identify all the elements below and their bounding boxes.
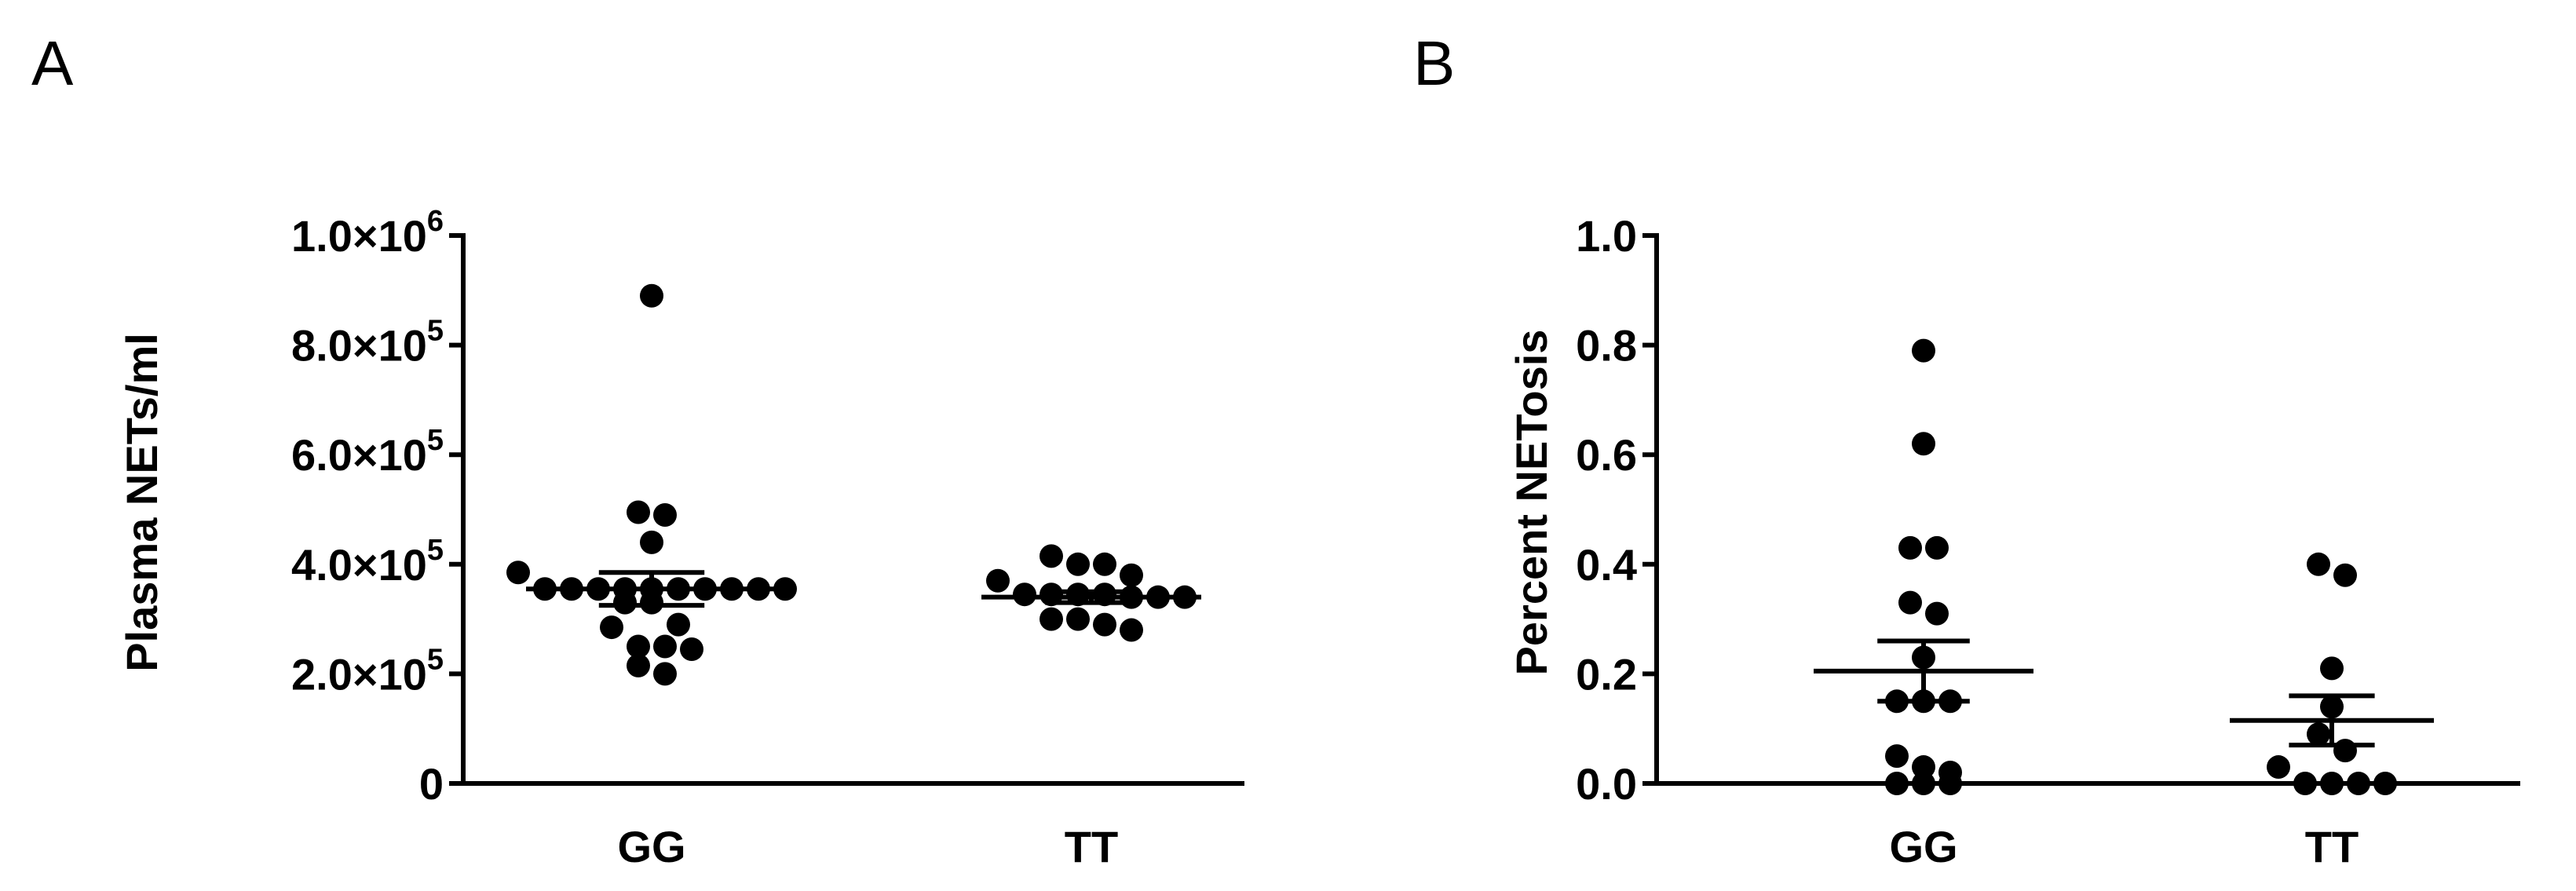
panel-b-y-tick-label: 0.2 — [1576, 649, 1637, 699]
panel-a-y-tick-label: 1.0×106 — [291, 205, 444, 261]
panel-a-y-tick-exponent: 5 — [427, 315, 444, 348]
panel-a-data-point-gg — [653, 634, 677, 659]
panel-b-data-point-gg — [1938, 772, 1962, 795]
panel-b-data-point-gg — [1885, 744, 1909, 769]
panel-b-data-point-gg — [1898, 535, 1922, 560]
panel-b-y-tick-label: 0.6 — [1576, 430, 1637, 480]
panel-a-data-point-gg — [600, 615, 623, 640]
panel-a-y-axis-title: Plasma NETs/ml — [117, 333, 166, 672]
panel-a-data-point-gg — [653, 662, 677, 686]
panel-a-y-tick-exponent: 6 — [427, 205, 444, 238]
panel-b-data-point-tt — [2320, 772, 2344, 795]
panel-b-categories: GG TT — [1889, 822, 2359, 871]
panel-b-points — [1885, 338, 2397, 795]
panel-a-category-label: TT — [1065, 822, 1118, 871]
panel-b-data-point-tt — [2267, 755, 2290, 780]
panel-b-data-point-gg — [1898, 590, 1922, 615]
panel-b-y-ticks: 0.0 0.2 0.4 0.6 0.8 1.0 — [1576, 211, 1657, 809]
panel-b-data-point-gg — [1912, 338, 1935, 363]
panel-b-data-point-tt — [2373, 772, 2397, 795]
panel-b-y-tick-label: 1.0 — [1576, 211, 1637, 261]
panel-b-data-point-tt — [2333, 739, 2357, 763]
panel-a-y-tick-label: 0 — [419, 759, 444, 809]
panel-b-data-point-tt — [2307, 722, 2330, 747]
panel-b-y-axis-title: Percent NETosis — [1507, 330, 1556, 676]
panel-a-y-tick-exponent: 5 — [427, 424, 444, 457]
panel-a-axes — [461, 233, 1244, 786]
panel-a-points — [506, 283, 1197, 686]
panel-a-y-tick-label: 6.0×105 — [291, 424, 444, 480]
panel-a-data-point-tt — [1040, 607, 1063, 631]
panel-b-data-point-gg — [1912, 432, 1935, 456]
panel-a-data-point-gg — [613, 590, 637, 615]
panel-b-letter: B — [1413, 28, 1455, 98]
panel-b-category-label: GG — [1889, 822, 1957, 871]
panel-b-data-point-tt — [2347, 772, 2370, 795]
panel-b-data-point-gg — [1925, 601, 1949, 626]
panel-a-y-tick-label: 2.0×105 — [291, 643, 444, 699]
panel-a-data-point-gg — [627, 634, 650, 659]
panel-b-data-point-gg — [1912, 755, 1935, 780]
panel-a-data-point-gg — [640, 283, 663, 308]
panel-b-data-point-gg — [1912, 772, 1935, 795]
panel-a-data-point-gg — [627, 500, 650, 524]
panel-b-data-point-gg — [1885, 772, 1909, 795]
panel-b-data-point-gg — [1925, 535, 1949, 560]
panel-b-data-point-tt — [2320, 656, 2344, 681]
panel-a-data-point-tt — [1093, 552, 1116, 576]
panel-a-y-tick-exponent: 5 — [427, 534, 444, 567]
panel-b: B Percent NETosis 0.0 0.2 0.4 0.6 0.8 1.0 GG T… — [1413, 28, 2520, 871]
panel-a-category-label: GG — [617, 822, 685, 871]
panel-a-data-point-tt — [1120, 563, 1143, 587]
panel-a-error-bars — [526, 570, 1201, 608]
panel-b-data-point-tt — [2293, 772, 2317, 795]
panel-a: A Plasma NETs/ml 0 2.0×105 4.0×105 6.0×105 8… — [31, 28, 1244, 871]
panel-a-y-tick-label: 4.0×105 — [291, 534, 444, 590]
panel-a-y-tick-label: 8.0×105 — [291, 315, 444, 371]
panel-a-y-tick-exponent: 5 — [427, 643, 444, 676]
panel-b-y-tick-label: 0.8 — [1576, 321, 1637, 371]
panel-a-data-point-gg — [640, 530, 663, 554]
panel-a-y-ticks: 0 2.0×105 4.0×105 6.0×105 8.0×105 1.0×106 — [291, 205, 463, 809]
panel-b-error-bars — [1814, 638, 2434, 748]
panel-a-data-point-gg — [627, 653, 650, 677]
panel-a-data-point-tt — [1120, 618, 1143, 642]
panel-b-data-point-tt — [2307, 552, 2330, 576]
panel-a-data-point-tt — [1093, 612, 1116, 637]
panel-b-category-label: TT — [2305, 822, 2359, 871]
panel-a-categories: GG TT — [617, 822, 1118, 871]
panel-a-data-point-tt — [1066, 607, 1090, 631]
panel-a-data-point-tt — [1066, 552, 1090, 576]
panel-a-data-point-gg — [667, 612, 690, 637]
panel-a-data-point-tt — [1013, 582, 1036, 607]
panel-a-letter: A — [31, 28, 74, 98]
panel-b-y-tick-label: 0.4 — [1576, 540, 1637, 590]
panel-a-data-point-gg — [680, 637, 703, 661]
panel-a-data-point-gg — [773, 577, 797, 601]
panel-b-data-point-tt — [2333, 563, 2357, 587]
panel-b-axes — [1654, 233, 2520, 786]
panel-a-data-point-gg — [506, 561, 530, 585]
panel-a-data-point-tt — [986, 568, 1010, 593]
panel-b-y-tick-label: 0.0 — [1576, 759, 1637, 809]
panel-a-data-point-gg — [653, 502, 677, 527]
panel-a-data-point-tt — [1040, 544, 1063, 568]
